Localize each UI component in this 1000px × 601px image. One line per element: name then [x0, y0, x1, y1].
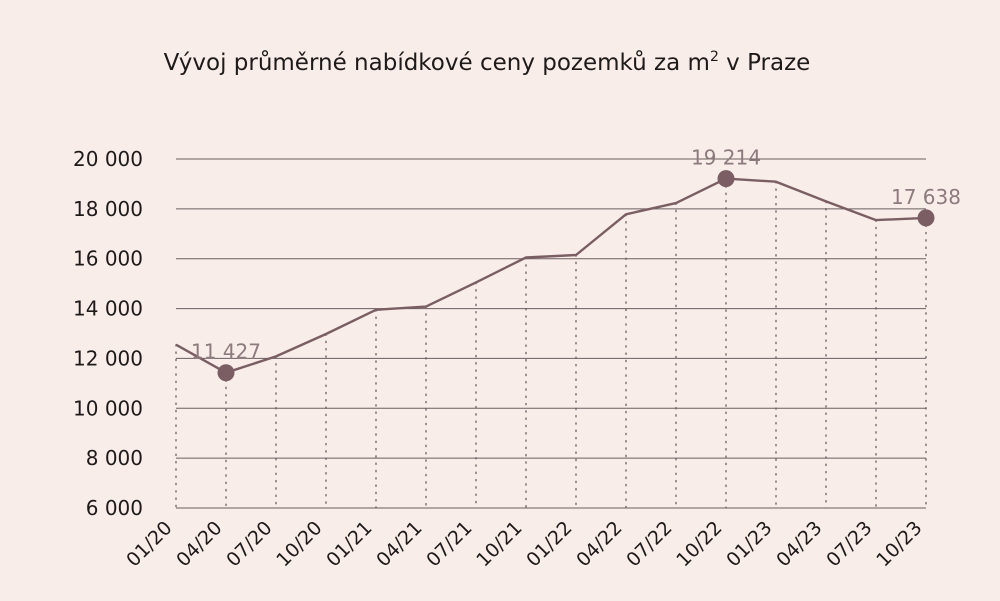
y-tick-label: 10 000 [73, 396, 143, 420]
x-tick-label: 10/22 [672, 517, 726, 571]
chart-title-suffix: v Praze [719, 50, 810, 76]
y-tick-label: 8 000 [86, 446, 143, 470]
x-tick-label: 10/23 [872, 517, 926, 571]
highlight-markers [217, 170, 935, 382]
data-label: 19 214 [691, 146, 761, 170]
data-point-marker [717, 170, 735, 188]
x-tick-label: 10/21 [472, 517, 526, 571]
data-label: 11 427 [191, 340, 261, 364]
data-point-marker [217, 364, 235, 382]
y-tick-label: 20 000 [73, 147, 143, 171]
x-tick-label: 07/23 [822, 517, 876, 571]
x-axis-ticks: 01/2004/2007/2010/2001/2104/2107/2110/21… [122, 517, 926, 571]
x-tick-label: 01/23 [722, 517, 776, 571]
y-tick-label: 6 000 [86, 496, 143, 520]
x-tick-label: 10/20 [272, 517, 326, 571]
x-tick-label: 01/22 [522, 517, 576, 571]
y-tick-label: 16 000 [73, 247, 143, 271]
gridlines [176, 158, 926, 509]
series-line [175, 177, 927, 374]
drop-lines [175, 177, 927, 509]
x-tick-label: 07/22 [622, 517, 676, 571]
x-tick-label: 04/21 [372, 517, 426, 571]
x-tick-label: 07/20 [222, 517, 276, 571]
chart-title: Vývoj průměrné nabídkové ceny pozemků za… [164, 49, 811, 76]
y-tick-label: 12 000 [73, 346, 143, 370]
y-tick-label: 14 000 [73, 297, 143, 321]
x-tick-label: 04/20 [172, 517, 226, 571]
x-tick-label: 04/22 [572, 517, 626, 571]
chart-title-superscript: 2 [710, 49, 719, 65]
x-tick-label: 07/21 [422, 517, 476, 571]
y-tick-label: 18 000 [73, 197, 143, 221]
series-polyline [175, 177, 927, 374]
x-tick-label: 04/23 [772, 517, 826, 571]
data-label: 17 638 [891, 185, 961, 209]
y-axis-ticks: 6 000 8 000 10 000 12 000 14 000 16 000 18 000… [73, 147, 143, 520]
data-labels: 11 427 19 214 17 638 [191, 146, 961, 364]
x-tick-label: 01/20 [122, 517, 176, 571]
x-tick-label: 01/21 [322, 517, 376, 571]
chart-title-main: Vývoj průměrné nabídkové ceny pozemků za… [164, 49, 710, 76]
data-point-marker [917, 209, 935, 227]
